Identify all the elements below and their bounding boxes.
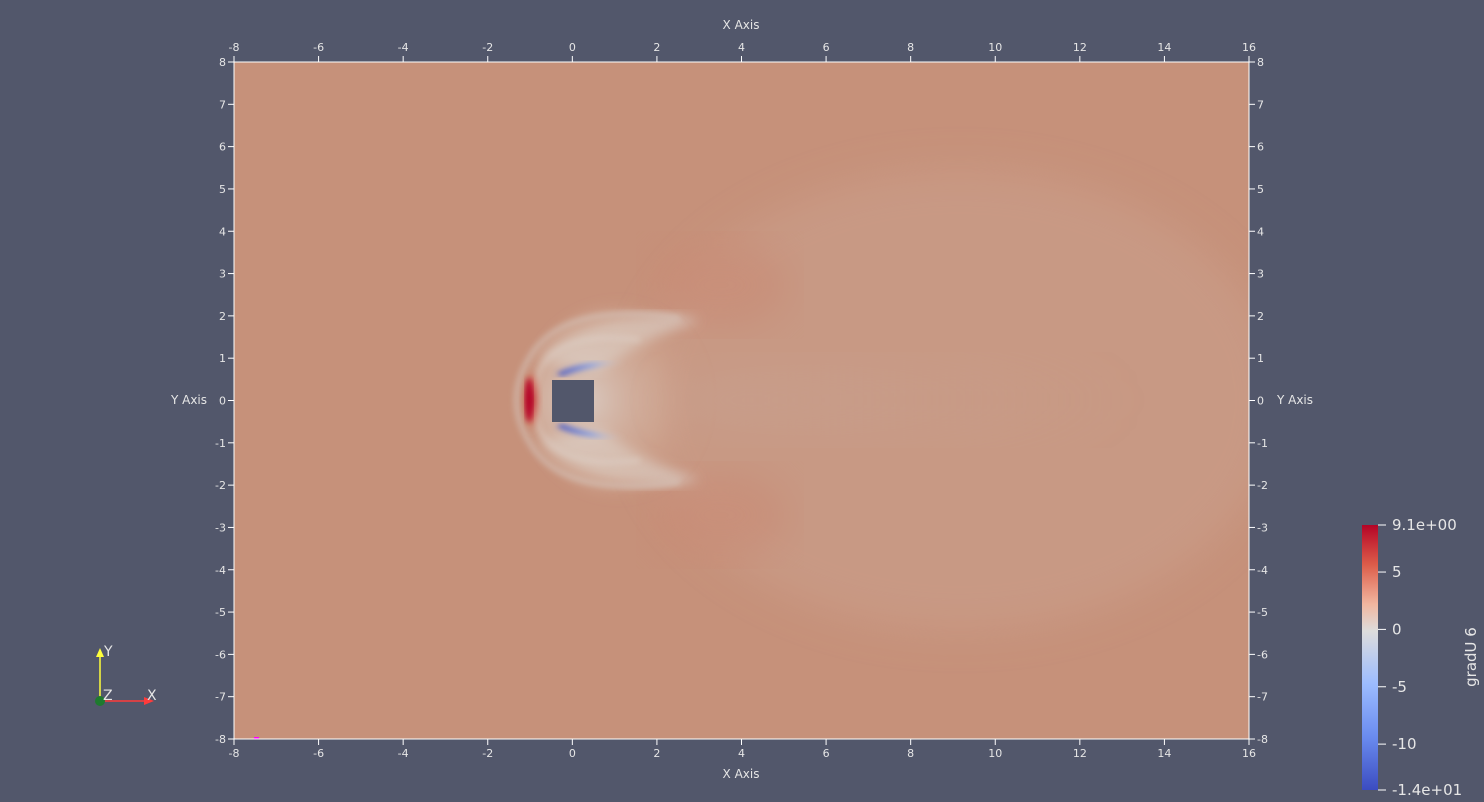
y-tick-label-right: 6 xyxy=(1257,141,1264,154)
colorbar-tick-label: 0 xyxy=(1392,620,1402,638)
x-axis-title-top: X Axis xyxy=(723,18,760,32)
y-tick-label-left: 7 xyxy=(219,98,226,111)
y-tick-label-left: -4 xyxy=(215,564,226,577)
x-tick-label-bottom: 14 xyxy=(1157,747,1171,760)
y-tick-label-right: 0 xyxy=(1257,395,1264,408)
colorbar-min-label: -1.4e+01 xyxy=(1392,781,1462,799)
y-tick-label-right: -6 xyxy=(1257,648,1268,661)
orientation-x-arrow-icon xyxy=(144,697,154,705)
y-tick-label-left: 4 xyxy=(219,225,226,238)
y-tick-label-right: -8 xyxy=(1257,733,1268,746)
y-tick-label-left: -6 xyxy=(215,648,226,661)
x-tick-label-bottom: 10 xyxy=(988,747,1002,760)
y-tick-label-right: -1 xyxy=(1257,437,1268,450)
y-tick-label-right: 7 xyxy=(1257,98,1264,111)
bow-red-core xyxy=(525,378,533,422)
colorbar-title: gradU 6 xyxy=(1462,627,1480,687)
probe-marker xyxy=(254,737,259,739)
y-tick-label-left: 5 xyxy=(219,183,226,196)
y-axis-title-left: Y Axis xyxy=(170,393,207,407)
y-tick-label-right: 3 xyxy=(1257,268,1264,281)
orientation-axes-widget[interactable]: Y Z X xyxy=(95,644,157,706)
orientation-y-arrow-icon xyxy=(96,648,104,657)
y-tick-label-left: 6 xyxy=(219,141,226,154)
x-tick-label-bottom: -4 xyxy=(398,747,409,760)
y-tick-label-right: 2 xyxy=(1257,310,1264,323)
wake-trail xyxy=(670,360,1130,440)
x-tick-label-bottom: -8 xyxy=(229,747,240,760)
y-axis-title-right: Y Axis xyxy=(1276,393,1313,407)
color-legend[interactable]: 9.1e+00 -1.4e+01 5 0 -5 -10 gradU 6 xyxy=(1362,516,1480,799)
x-axis-title-bottom: X Axis xyxy=(723,767,760,781)
y-tick-label-right: -4 xyxy=(1257,564,1268,577)
x-tick-label-top: 0 xyxy=(569,41,576,54)
y-tick-label-left: -8 xyxy=(215,733,226,746)
y-tick-label-left: -3 xyxy=(215,521,226,534)
bow-arc-outer xyxy=(513,310,681,490)
x-ticks-top: -8 -6 -4 -2 0 2 4 6 8 10 12 14 16 xyxy=(229,41,1256,62)
y-tick-label-left: 8 xyxy=(219,56,226,69)
colorbar-ticks: 5 0 -5 -10 xyxy=(1378,563,1417,753)
x-tick-label-bottom: 8 xyxy=(907,747,914,760)
x-tick-label-bottom: 2 xyxy=(653,747,660,760)
y-tick-label-left: 2 xyxy=(219,310,226,323)
x-tick-label-top: 2 xyxy=(653,41,660,54)
field-lower-warm xyxy=(650,470,790,560)
x-tick-label-bottom: 12 xyxy=(1073,747,1087,760)
blue-streak-lower xyxy=(556,424,628,439)
x-tick-label-top: 10 xyxy=(988,41,1002,54)
x-tick-label-top: 4 xyxy=(738,41,745,54)
orientation-x-label: X xyxy=(147,688,157,704)
x-tick-label-bottom: -2 xyxy=(482,747,493,760)
x-tick-label-top: 6 xyxy=(823,41,830,54)
y-tick-label-left: 0 xyxy=(219,395,226,408)
orientation-z-label: Z xyxy=(103,688,113,704)
y-tick-label-left: 1 xyxy=(219,352,226,365)
orientation-z-dot-icon xyxy=(95,696,105,706)
colorbar-tick-label: 5 xyxy=(1392,563,1402,581)
colorbar-tick-label: -5 xyxy=(1392,678,1407,696)
x-ticks-bottom: -8 -6 -4 -2 0 2 4 6 8 10 12 14 16 xyxy=(229,739,1256,760)
x-tick-label-top: 14 xyxy=(1157,41,1171,54)
y-tick-label-right: 1 xyxy=(1257,352,1264,365)
blue-streak-upper xyxy=(556,361,628,376)
x-tick-label-top: 16 xyxy=(1242,41,1256,54)
y-ticks-left: 8 7 6 5 4 3 2 1 0 -1 -2 -3 -4 -5 -6 -7 -8 xyxy=(215,56,234,746)
field-upper-warm xyxy=(650,240,790,330)
y-tick-label-left: -7 xyxy=(215,691,226,704)
x-tick-label-bottom: 0 xyxy=(569,747,576,760)
x-tick-label-bottom: 4 xyxy=(738,747,745,760)
x-tick-label-bottom: 6 xyxy=(823,747,830,760)
x-tick-label-top: -8 xyxy=(229,41,240,54)
x-tick-label-bottom: 16 xyxy=(1242,747,1256,760)
x-tick-label-top: -2 xyxy=(482,41,493,54)
y-tick-label-left: -1 xyxy=(215,437,226,450)
y-tick-label-right: 5 xyxy=(1257,183,1264,196)
orientation-y-label: Y xyxy=(103,644,113,660)
square-obstacle xyxy=(552,380,594,422)
x-tick-label-top: -6 xyxy=(313,41,324,54)
y-tick-label-left: -2 xyxy=(215,479,226,492)
x-tick-label-bottom: -6 xyxy=(313,747,324,760)
field-plot[interactable]: -8 -6 -4 -2 0 2 4 6 8 10 12 14 16 -8 -6 -4 -2 0 2 4 6 8 10 12 1… xyxy=(215,41,1280,760)
x-tick-label-top: -4 xyxy=(398,41,409,54)
y-ticks-right: 8 7 6 5 4 3 2 1 0 -1 -2 -3 -4 -5 -6 -7 -8 xyxy=(1249,56,1268,746)
y-tick-label-right: -2 xyxy=(1257,479,1268,492)
wake-pale-region xyxy=(530,305,710,495)
x-tick-label-top: 12 xyxy=(1073,41,1087,54)
y-tick-label-right: 4 xyxy=(1257,225,1264,238)
colorbar-max-label: 9.1e+00 xyxy=(1392,516,1457,534)
y-tick-label-right: 8 xyxy=(1257,56,1264,69)
y-tick-label-left: -5 xyxy=(215,606,226,619)
x-tick-label-top: 8 xyxy=(907,41,914,54)
axis-titles: X Axis X Axis Y Axis Y Axis xyxy=(170,18,1313,781)
y-tick-label-right: -5 xyxy=(1257,606,1268,619)
y-tick-label-right: -7 xyxy=(1257,691,1268,704)
y-tick-label-left: 3 xyxy=(219,268,226,281)
colorbar-gradient xyxy=(1362,525,1378,790)
colorbar-tick-label: -10 xyxy=(1392,735,1417,753)
y-tick-label-right: -3 xyxy=(1257,521,1268,534)
